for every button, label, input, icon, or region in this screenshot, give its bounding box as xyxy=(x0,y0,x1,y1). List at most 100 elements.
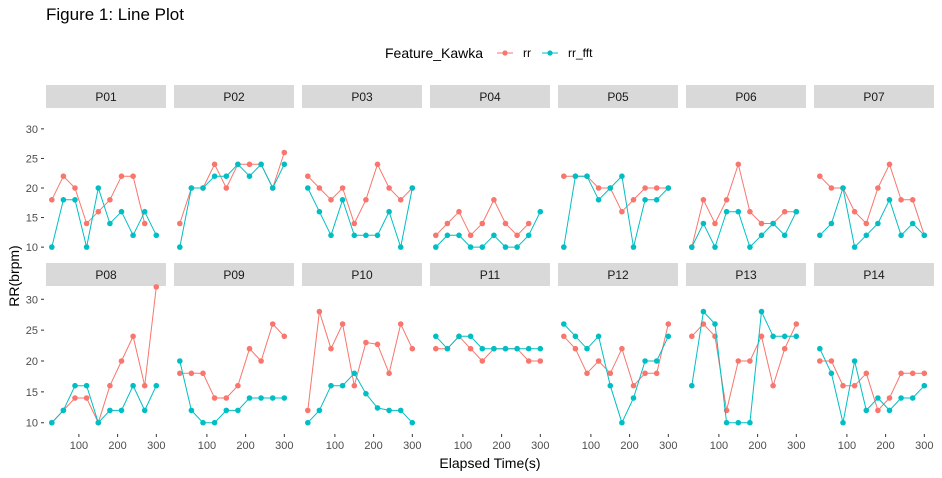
data-point-rr-p05 xyxy=(595,185,602,191)
data-point-rr-p12 xyxy=(561,333,567,340)
data-point-rr_fft-p06 xyxy=(781,232,788,239)
y-tick-label: 25 xyxy=(26,325,38,337)
data-point-rr_fft-p10 xyxy=(316,407,323,414)
data-point-rr_fft-p09 xyxy=(269,395,276,401)
data-point-rr-p03 xyxy=(305,173,311,179)
data-point-rr_fft-p07 xyxy=(921,232,928,239)
data-point-rr_fft-p11 xyxy=(433,333,439,340)
data-point-rr-p06 xyxy=(758,220,765,227)
data-point-rr_fft-p01 xyxy=(83,244,90,250)
data-point-rr-p06 xyxy=(700,197,707,203)
data-point-rr-p12 xyxy=(595,358,602,364)
data-point-rr_fft-p12 xyxy=(630,395,637,401)
facet-strip-p08 xyxy=(46,263,166,286)
data-point-rr_fft-p03 xyxy=(305,185,311,191)
data-point-rr_fft-p13 xyxy=(747,419,753,426)
data-point-rr_fft-p08 xyxy=(95,419,102,426)
data-point-rr_fft-p04 xyxy=(525,232,532,239)
data-point-rr-p07 xyxy=(898,197,904,203)
data-point-rr_fft-p09 xyxy=(211,419,218,426)
data-point-rr-p08 xyxy=(130,333,136,340)
facet-label-p02: P02 xyxy=(223,90,245,104)
x-tick-label: 100 xyxy=(326,440,344,452)
data-point-rr_fft-p12 xyxy=(561,321,567,327)
data-point-rr_fft-p06 xyxy=(758,232,765,239)
data-point-rr-p08 xyxy=(118,358,125,364)
data-point-rr-p05 xyxy=(653,185,660,191)
data-point-rr_fft-p01 xyxy=(118,208,125,215)
data-point-rr_fft-p10 xyxy=(305,419,311,426)
data-point-rr-p13 xyxy=(747,358,753,364)
y-tick-label: 10 xyxy=(26,418,38,430)
data-point-rr_fft-p13 xyxy=(758,308,765,315)
data-point-rr_fft-p08 xyxy=(141,407,148,414)
data-point-rr_fft-p06 xyxy=(712,244,718,250)
data-point-rr-p04 xyxy=(491,197,497,203)
data-point-rr_fft-p11 xyxy=(456,333,462,340)
data-point-rr-p14 xyxy=(898,370,904,377)
data-point-rr_fft-p13 xyxy=(712,321,718,327)
data-point-rr_fft-p09 xyxy=(177,358,183,364)
data-point-rr-p13 xyxy=(689,333,695,340)
data-point-rr-p03 xyxy=(397,197,404,203)
data-point-rr_fft-p09 xyxy=(235,407,241,414)
data-point-rr-p03 xyxy=(316,185,323,191)
data-point-rr_fft-p09 xyxy=(200,419,206,426)
data-point-rr-p14 xyxy=(863,370,870,377)
series-line-rr_fft-p05 xyxy=(563,175,669,248)
data-point-rr_fft-p03 xyxy=(339,197,346,203)
data-point-rr-p04 xyxy=(433,232,439,239)
data-point-rr-p05 xyxy=(642,185,648,191)
data-point-rr-p12 xyxy=(630,382,637,389)
x-tick-label: 300 xyxy=(915,440,933,452)
x-tick-label: 200 xyxy=(492,440,510,452)
data-point-rr-p03 xyxy=(351,220,358,227)
data-point-rr-p10 xyxy=(351,382,358,389)
series-line-rr_fft-p03 xyxy=(307,187,413,250)
data-point-rr_fft-p02 xyxy=(200,185,206,191)
data-point-rr-p11 xyxy=(479,358,486,364)
data-point-rr_fft-p02 xyxy=(177,244,183,250)
data-point-rr_fft-p03 xyxy=(351,232,358,239)
data-point-rr_fft-p07 xyxy=(863,232,870,239)
data-point-rr_fft-p09 xyxy=(246,395,253,401)
facet-strip-p07 xyxy=(814,85,934,108)
facet-label-p07: P07 xyxy=(863,90,885,104)
data-point-rr-p09 xyxy=(223,395,230,401)
data-point-rr-p03 xyxy=(328,197,334,203)
x-tick-label: 200 xyxy=(108,440,126,452)
data-point-rr-p13 xyxy=(758,333,765,340)
data-point-rr_fft-p03 xyxy=(397,244,404,250)
data-point-rr-p12 xyxy=(665,321,672,327)
data-point-rr_fft-p09 xyxy=(281,395,288,401)
legend-label-rr_fft: rr_fft xyxy=(568,46,593,60)
data-point-rr_fft-p12 xyxy=(584,345,590,352)
data-point-rr_fft-p05 xyxy=(572,173,579,179)
data-point-rr-p08 xyxy=(107,382,113,389)
facet-label-p05: P05 xyxy=(607,90,629,104)
data-point-rr-p05 xyxy=(619,208,625,215)
data-point-rr_fft-p13 xyxy=(770,333,776,340)
x-tick-label: 300 xyxy=(403,440,421,452)
series-line-rr_fft-p13 xyxy=(691,309,797,424)
facet-label-p01: P01 xyxy=(95,90,117,104)
legend-key-point-rr_fft xyxy=(547,50,553,56)
data-point-rr_fft-p04 xyxy=(491,232,497,239)
data-point-rr_fft-p09 xyxy=(223,407,230,414)
data-point-rr_fft-p14 xyxy=(875,395,881,401)
data-point-rr_fft-p14 xyxy=(909,395,916,401)
data-point-rr_fft-p11 xyxy=(479,345,486,352)
data-point-rr-p14 xyxy=(886,395,893,401)
x-tick-label: 100 xyxy=(838,440,856,452)
facet-label-p08: P08 xyxy=(95,268,117,282)
data-point-rr-p07 xyxy=(886,161,893,168)
x-tick-label: 100 xyxy=(710,440,728,452)
data-point-rr_fft-p06 xyxy=(747,244,753,250)
x-tick-label: 100 xyxy=(70,440,88,452)
data-point-rr_fft-p11 xyxy=(537,345,544,352)
data-point-rr-p05 xyxy=(630,197,637,203)
data-point-rr_fft-p08 xyxy=(72,382,78,389)
data-point-rr_fft-p09 xyxy=(188,407,195,414)
x-axis-title: Elapsed Time(s) xyxy=(439,455,540,471)
data-point-rr-p05 xyxy=(561,173,567,179)
